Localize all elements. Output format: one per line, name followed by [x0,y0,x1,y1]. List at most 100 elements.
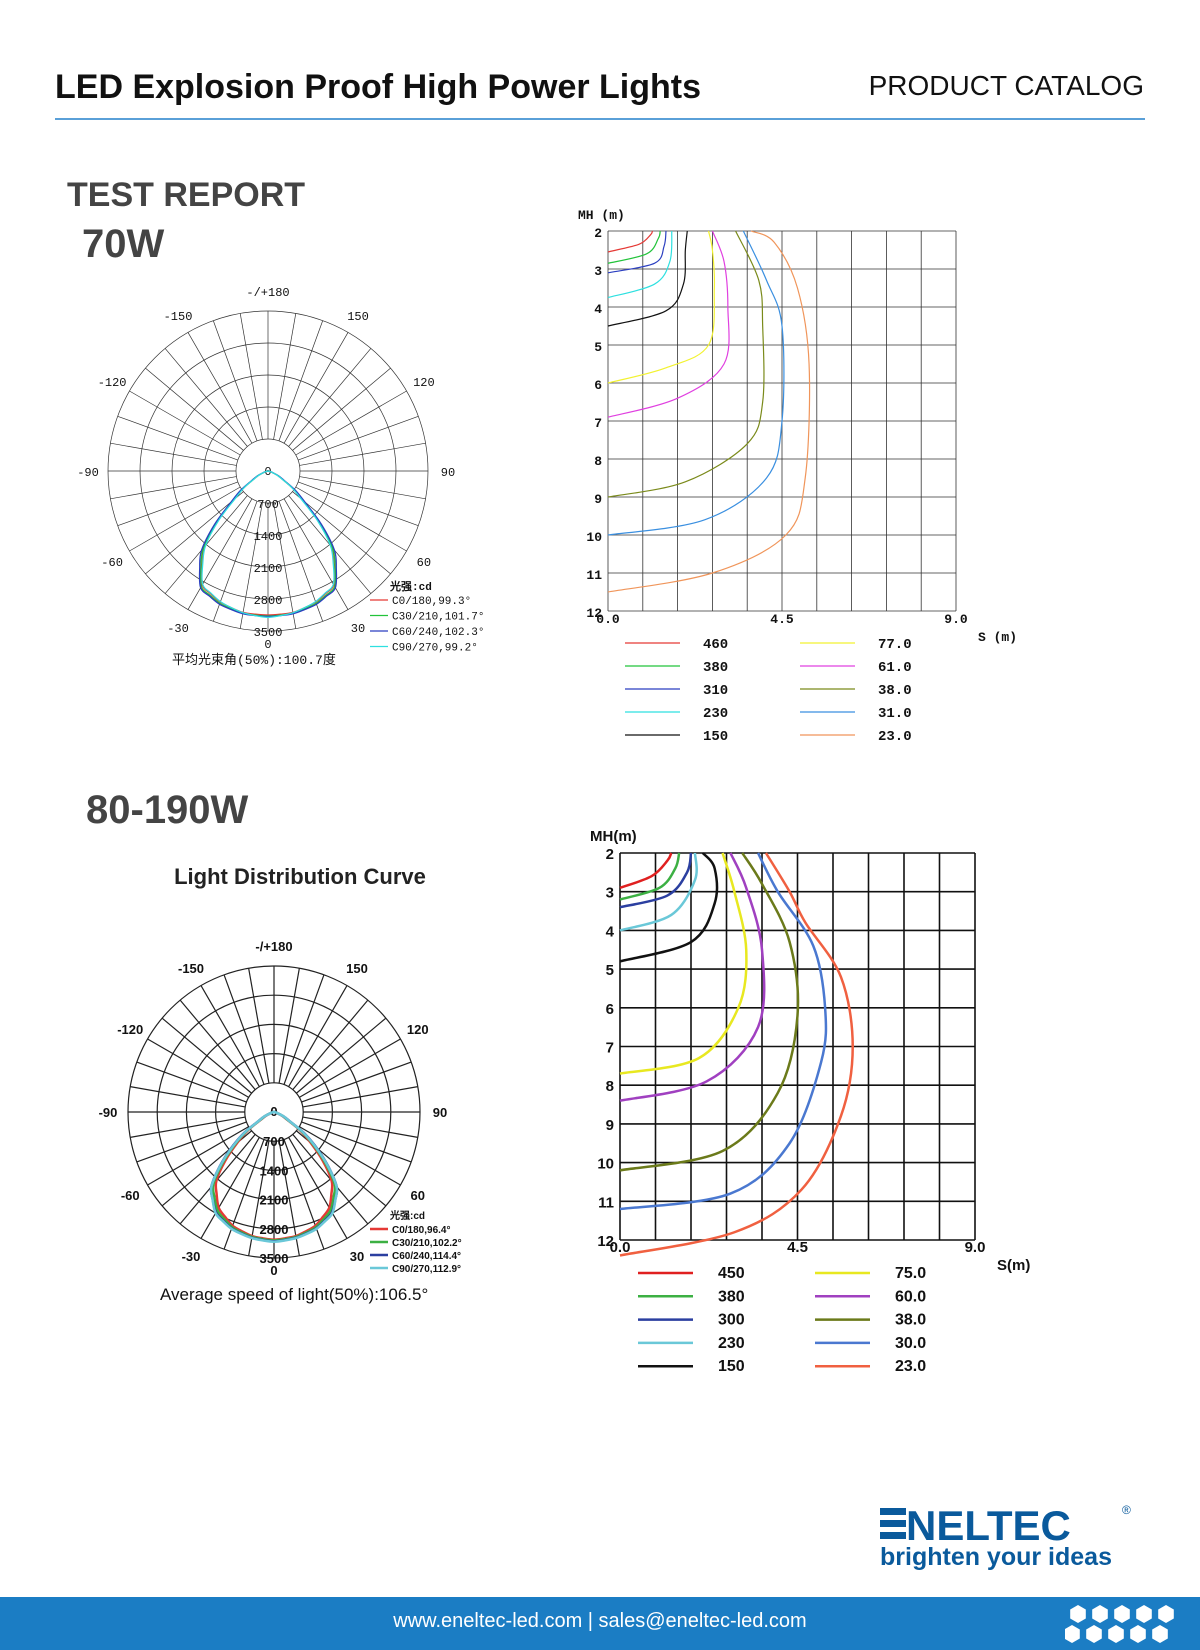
y-axis-label: MH(m) [590,828,637,845]
polar-spoke [283,498,349,610]
polar-spoke [295,1017,387,1094]
y-tick-label: 5 [594,340,602,355]
isolux-contour [607,230,667,274]
footer-contact[interactable]: www.eneltec-led.com | sales@eneltec-led.… [393,1610,807,1632]
registered-mark: ® [1122,1503,1131,1517]
polar-spoke [129,486,241,552]
angle-tick-label: 30 [351,622,365,636]
legend-label: 38.0 [895,1312,926,1329]
page-title: LED Explosion Proof High Power Lights [55,68,702,106]
x-tick-label: 4.5 [770,612,794,627]
polar-spoke [288,348,372,447]
angle-tick-label: -120 [117,1022,143,1037]
catalog-label: PRODUCT CATALOG [868,70,1144,101]
y-tick-label: 10 [597,1156,614,1173]
angle-tick-label: 90 [433,1105,447,1120]
angle-tick-label: 150 [346,961,368,976]
x-tick-label: 0.0 [610,1239,631,1256]
hexagon-shape [1136,1605,1152,1623]
hexagon-shape [1086,1625,1102,1643]
polar-spoke [130,1086,246,1108]
legend-label: C30/210,102.2° [392,1238,462,1249]
isolux-contour [619,852,748,1075]
legend-label: 75.0 [895,1265,926,1282]
polar-chart-0: -/+180 -150 150 -120 120 -90 90 -60 60 -30 30 0 0 700… [77,286,484,668]
eneltec-logo: NELTEC ® brighten your ideas [880,1502,1131,1570]
isolux-contour [619,852,828,1211]
isolux-chart-3: 2 3 4 5 6 7 8 9 10 11 120.0 4.5 9.0 MH(m) S(m) 450 380 30… [590,828,1030,1375]
polar-spoke [110,476,237,500]
radial-tick-label: 700 [263,1134,285,1149]
y-tick-label: 4 [606,923,615,940]
polar-spoke [278,968,300,1084]
radial-tick-label: 1400 [260,1163,289,1178]
legend-label: 60.0 [895,1288,926,1305]
logo-wordmark: NELTEC [906,1502,1071,1549]
angle-tick-label: -120 [98,376,127,390]
logo-tagline: brighten your ideas [880,1543,1112,1570]
polar-spoke [301,1121,412,1163]
polar-spoke [239,502,263,629]
polar-spoke [302,1116,418,1138]
x-tick-label: 9.0 [944,612,968,627]
legend-label: 77.0 [878,637,912,653]
polar-spoke [295,486,407,552]
polar-spoke [278,320,324,442]
polar-spoke [129,390,241,456]
polar-spoke [200,985,260,1088]
angle-tick-label: 120 [413,376,435,390]
polar-spoke [187,498,253,610]
isolux-contour [607,230,716,384]
polar-spoke [239,313,263,440]
hexagon-shape [1114,1605,1130,1623]
y-tick-label: 7 [594,416,602,431]
polar-spoke [301,1061,412,1103]
y-tick-label: 3 [594,264,602,279]
legend-label: 38.0 [878,683,912,699]
polar-spoke [110,442,237,466]
polar-spoke [117,481,239,527]
header-divider [55,118,1145,120]
polar-spoke [273,313,297,440]
legend-label: 310 [703,683,728,699]
isolux-contour [607,230,688,327]
y-tick-label: 9 [594,492,602,507]
legend-label: 460 [703,637,728,653]
polar-spoke [223,974,265,1085]
angle-tick-label: 30 [350,1249,364,1264]
polar-spoke [292,367,391,451]
x-axis-label: S (m) [978,630,1017,645]
polar-spoke [145,491,244,575]
polar-spoke [288,1136,348,1239]
isolux-contour [619,852,698,932]
polar-spoke [297,481,419,527]
angle-tick-label: 150 [347,310,369,324]
polar-spoke [147,1038,250,1098]
isolux-contour [619,852,719,963]
legend-title: 光强:cd [389,579,432,594]
isolux-contour [607,230,785,536]
hexagon-shape [1108,1625,1124,1643]
angle-tick-label: -/+180 [255,939,292,954]
angle-tick-label: -/+180 [246,286,289,300]
legend-label: C60/240,114.4° [392,1251,461,1262]
angle-tick-label: -30 [182,1249,201,1264]
x-tick-label: 9.0 [965,1239,986,1256]
polar-chart-2: -/+180-150 150-120 120-90 90-60 60-30 3000700… [99,864,462,1304]
radial-tick-label: 2100 [254,562,283,576]
polar-caption: 平均光束角(50%):100.7度 [172,652,336,668]
hexagon-shape [1070,1605,1086,1623]
polar-spoke [299,476,426,500]
legend-label: 380 [703,660,728,676]
y-tick-label: 2 [606,846,614,863]
y-tick-label: 7 [606,1040,614,1057]
polar-spoke [187,332,253,444]
legend-label: 230 [703,706,728,722]
isolux-contour [607,230,765,498]
section-70w-heading: 70W [82,222,165,266]
legend-label: C90/270,99.2° [392,643,478,655]
radial-tick-label: 2800 [254,594,283,608]
angle-tick-label: 0 [270,1263,277,1278]
legend-label: 450 [718,1265,745,1282]
legend-label: C60/240,102.3° [392,627,484,639]
